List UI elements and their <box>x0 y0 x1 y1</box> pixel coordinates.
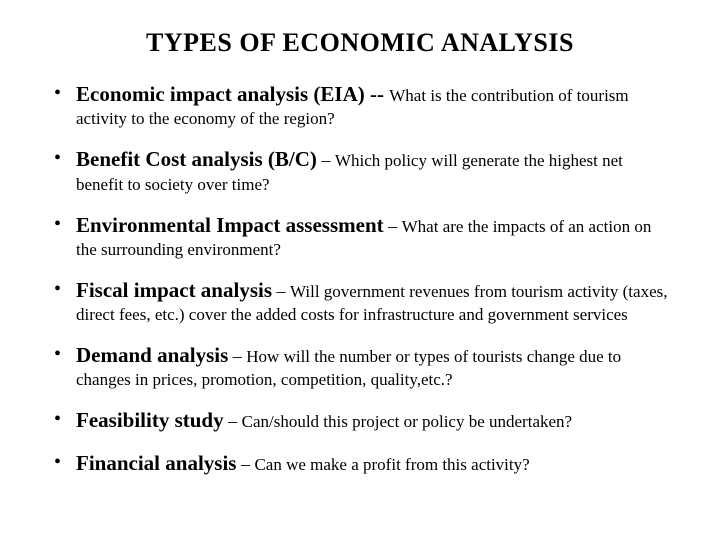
slide-title: TYPES OF ECONOMIC ANALYSIS <box>48 28 672 58</box>
item-separator: – <box>317 150 335 170</box>
item-term: Fiscal impact analysis <box>76 278 272 302</box>
list-item: Benefit Cost analysis (B/C) – Which poli… <box>48 145 672 196</box>
item-description: Can/should this project or policy be und… <box>242 412 572 431</box>
list-item: Fiscal impact analysis – Will government… <box>48 276 672 327</box>
item-separator: -- <box>365 82 390 106</box>
list-item: Financial analysis – Can we make a profi… <box>48 449 672 477</box>
bullet-list: Economic impact analysis (EIA) -- What i… <box>48 80 672 477</box>
item-description: Can we make a profit from this activity? <box>254 455 529 474</box>
item-separator: – <box>272 281 290 301</box>
item-term: Benefit Cost analysis (B/C) <box>76 147 317 171</box>
item-separator: – <box>224 411 242 431</box>
list-item: Economic impact analysis (EIA) -- What i… <box>48 80 672 131</box>
item-separator: – <box>228 346 246 366</box>
list-item: Feasibility study – Can/should this proj… <box>48 406 672 434</box>
item-term: Economic impact analysis (EIA) <box>76 82 365 106</box>
list-item: Demand analysis – How will the number or… <box>48 341 672 392</box>
item-term: Financial analysis <box>76 451 236 475</box>
list-item: Environmental Impact assessment – What a… <box>48 211 672 262</box>
item-separator: – <box>384 216 402 236</box>
item-term: Environmental Impact assessment <box>76 213 384 237</box>
item-term: Demand analysis <box>76 343 228 367</box>
item-separator: – <box>236 454 254 474</box>
item-term: Feasibility study <box>76 408 224 432</box>
